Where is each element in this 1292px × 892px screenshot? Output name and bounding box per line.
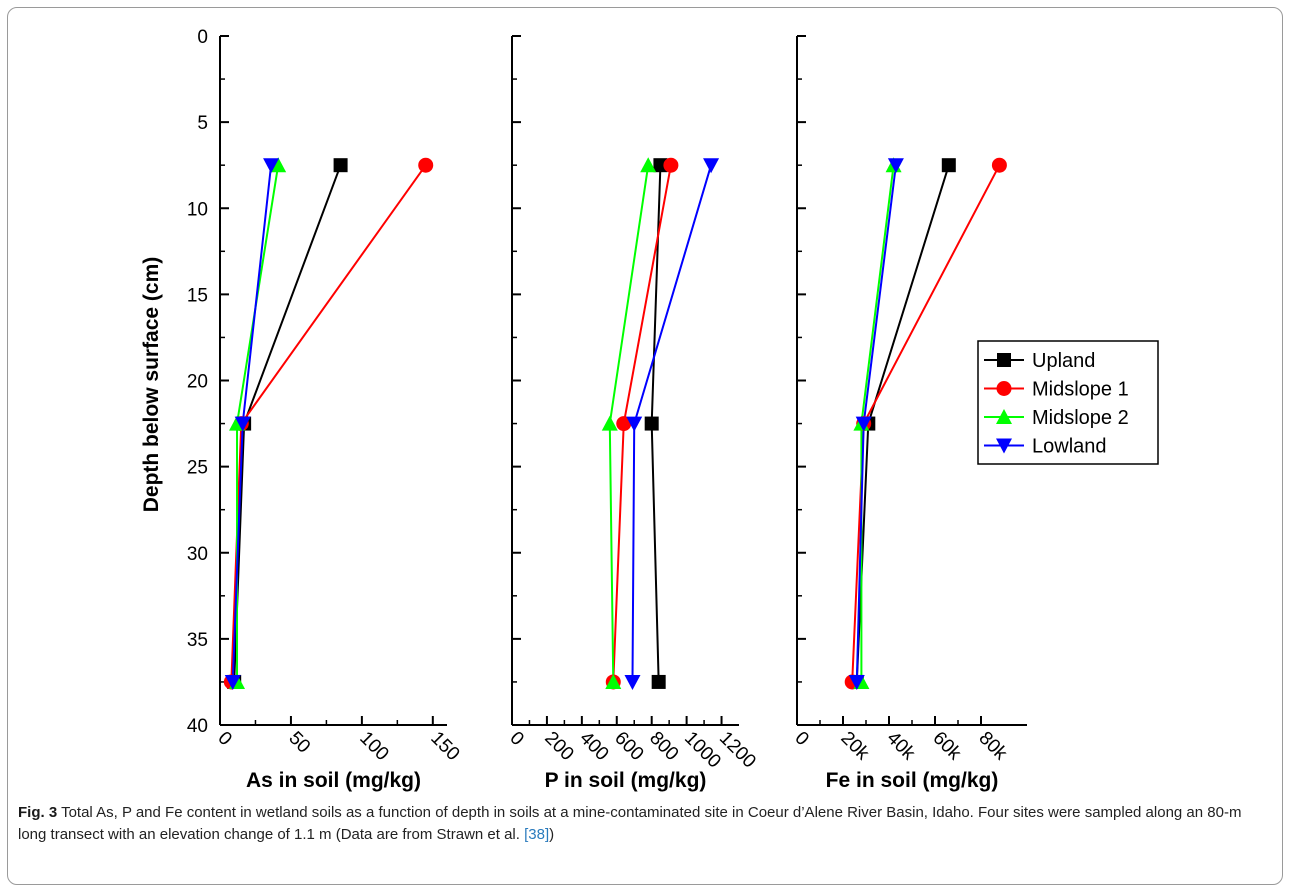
y-tick-label: 35 bbox=[187, 630, 208, 651]
x-tick-label: 50 bbox=[284, 728, 314, 758]
data-point-lowland bbox=[624, 674, 641, 690]
x-tick-label: 100 bbox=[355, 728, 392, 765]
data-point-midslope-2 bbox=[640, 157, 657, 173]
data-point-midslope-1 bbox=[663, 157, 679, 173]
series-line-lowland bbox=[631, 164, 713, 682]
caption-reference-link[interactable]: [38] bbox=[524, 826, 550, 843]
data-point-lowland bbox=[224, 674, 241, 690]
data-point-lowland bbox=[626, 416, 643, 432]
legend-label: Midslope 1 bbox=[1032, 379, 1129, 401]
y-tick-label: 0 bbox=[197, 27, 208, 48]
y-tick-label: 10 bbox=[187, 199, 208, 220]
figure-frame bbox=[7, 7, 1283, 885]
legend-marker bbox=[996, 438, 1012, 454]
y-tick-label: 15 bbox=[187, 285, 208, 306]
data-point-lowland bbox=[855, 416, 872, 432]
data-point-lowland bbox=[848, 674, 865, 690]
x-tick-label: 600 bbox=[610, 728, 647, 765]
figure-caption: Fig. 3 Total As, P and Fe content in wet… bbox=[18, 802, 1273, 846]
x-tick-label: 200 bbox=[540, 728, 577, 765]
legend-marker bbox=[996, 381, 1012, 396]
caption-text-end: ) bbox=[549, 826, 555, 843]
data-point-midslope-2 bbox=[270, 157, 287, 173]
data-point-upland bbox=[941, 158, 956, 173]
x-tick-label: 150 bbox=[426, 728, 463, 765]
x-tick-label: 40k bbox=[882, 728, 919, 765]
x-tick-label: 1200 bbox=[715, 728, 760, 773]
data-point-midslope-1 bbox=[418, 157, 434, 173]
x-tick-label: 400 bbox=[575, 728, 612, 765]
legend-marker bbox=[996, 409, 1012, 424]
y-tick-label: 20 bbox=[187, 372, 208, 393]
legend-label: Lowland bbox=[1032, 436, 1107, 458]
data-point-upland bbox=[333, 158, 348, 173]
y-tick-label: 40 bbox=[187, 716, 208, 737]
data-point-upland bbox=[653, 158, 668, 173]
caption-label: Fig. 3 bbox=[18, 804, 58, 821]
data-point-lowland bbox=[887, 158, 904, 174]
data-point-midslope-2 bbox=[601, 415, 618, 431]
series-line-midslope-1 bbox=[230, 164, 427, 682]
data-point-midslope-1 bbox=[616, 416, 632, 432]
data-point-midslope-2 bbox=[605, 673, 622, 689]
x-tick-label: 0 bbox=[213, 728, 235, 750]
legend-label: Midslope 2 bbox=[1032, 407, 1129, 429]
panel-2-x-axis-title: P in soil (mg/kg) bbox=[545, 769, 707, 792]
y-axis-title: Depth below surface (cm) bbox=[140, 257, 163, 513]
data-point-lowland bbox=[234, 416, 251, 432]
y-tick-label: 25 bbox=[187, 458, 208, 479]
panel-1-x-axis-title: As in soil (mg/kg) bbox=[246, 769, 421, 792]
x-tick-label: 1000 bbox=[680, 728, 725, 773]
x-tick-label: 0 bbox=[790, 728, 812, 750]
panel-3-x-axis-title: Fe in soil (mg/kg) bbox=[826, 769, 999, 792]
data-point-lowland bbox=[703, 158, 720, 174]
x-tick-label: 80k bbox=[974, 728, 1011, 765]
x-tick-label: 800 bbox=[645, 728, 682, 765]
depth-profile-chart: Depth below surface (cm) 0 5 10 15 20 25 30 35 40… bbox=[140, 27, 1159, 792]
y-tick-label: 30 bbox=[187, 544, 208, 565]
data-point-upland bbox=[644, 416, 659, 431]
legend-marker bbox=[997, 353, 1011, 367]
data-point-upland bbox=[651, 674, 666, 689]
x-tick-label: 60k bbox=[928, 728, 965, 765]
caption-text: Total As, P and Fe content in wetland so… bbox=[18, 804, 1242, 843]
data-point-lowland bbox=[263, 158, 280, 174]
data-point-midslope-1 bbox=[991, 157, 1007, 173]
x-tick-label: 20k bbox=[836, 728, 873, 765]
y-tick-label: 5 bbox=[197, 113, 208, 134]
x-tick-label: 0 bbox=[505, 728, 527, 750]
legend-label: Upland bbox=[1032, 350, 1095, 372]
